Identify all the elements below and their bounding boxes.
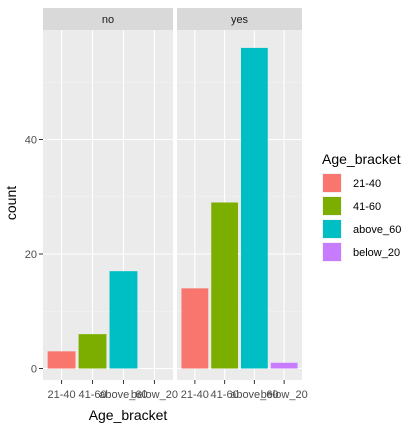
plot-panels: no yes — [43, 8, 302, 380]
panel-no: no — [43, 8, 173, 380]
x-tick-label-no-above_60: above_60 — [99, 389, 147, 401]
panel-background — [43, 30, 173, 380]
x-tick-label-no-21-40: 21-40 — [48, 389, 76, 401]
x-tick-label-no-41-60: 41-60 — [78, 389, 106, 401]
panel-yes: yes — [177, 8, 302, 380]
legend-swatch-below_20 — [323, 243, 341, 261]
legend-label-below_20: below_20 — [353, 247, 400, 259]
bar-yes-21-40 — [181, 288, 209, 369]
x-tick-label-yes-21-40: 21-40 — [181, 389, 209, 401]
strip-label-no: no — [102, 14, 114, 26]
legend-swatch-21-40 — [323, 174, 341, 192]
legend-label-above_60: above_60 — [353, 224, 401, 236]
legend-swatch-41-60 — [323, 197, 341, 215]
y-tick-label-40: 40 — [25, 135, 37, 147]
y-tick-label-20: 20 — [25, 249, 37, 261]
strip-no — [43, 8, 173, 30]
x-axis-title: Age_bracket — [89, 407, 168, 423]
x-tick-label-yes-above_60: above_60 — [230, 389, 278, 401]
legend-label-41-60: 41-60 — [353, 201, 381, 213]
bar-yes-below_20 — [270, 362, 298, 369]
strip-label-yes: yes — [231, 14, 249, 26]
x-tick-label-yes-41-60: 41-60 — [211, 389, 239, 401]
bar-no-above_60 — [109, 271, 138, 369]
bar-yes-41-60 — [211, 202, 239, 369]
legend-swatch-above_60 — [323, 220, 341, 238]
legend-title: Age_bracket — [322, 151, 401, 167]
bar-no-21-40 — [47, 351, 76, 369]
strip-yes — [177, 8, 302, 30]
x-tick-label-yes-below_20: below_20 — [261, 389, 308, 401]
y-axis-title: count — [3, 186, 19, 220]
bar-no-41-60 — [78, 334, 107, 369]
legend-label-21-40: 21-40 — [353, 178, 381, 190]
x-tick-label-no-below_20: below_20 — [131, 389, 178, 401]
bar-yes-above_60 — [240, 47, 268, 369]
y-tick-label-0: 0 — [31, 364, 37, 376]
y-axis: 0 20 40 — [25, 135, 43, 376]
legend: Age_bracket 21-40 41-60 above_60 below_20 — [322, 151, 401, 262]
